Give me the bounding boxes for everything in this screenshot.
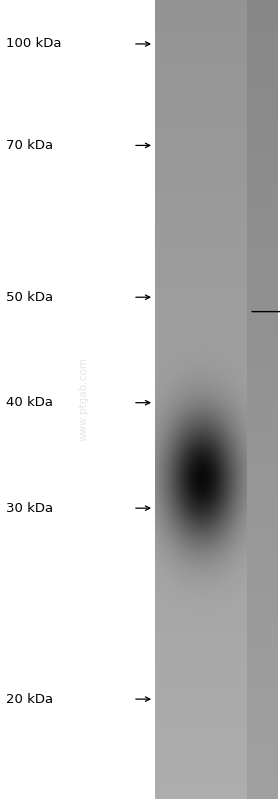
Text: 100 kDa: 100 kDa xyxy=(6,38,61,50)
Text: www.ptgab.com: www.ptgab.com xyxy=(79,358,89,441)
Text: 50 kDa: 50 kDa xyxy=(6,291,53,304)
Text: 70 kDa: 70 kDa xyxy=(6,139,53,152)
Text: 20 kDa: 20 kDa xyxy=(6,693,53,706)
Text: 40 kDa: 40 kDa xyxy=(6,396,53,409)
Text: 30 kDa: 30 kDa xyxy=(6,502,53,515)
